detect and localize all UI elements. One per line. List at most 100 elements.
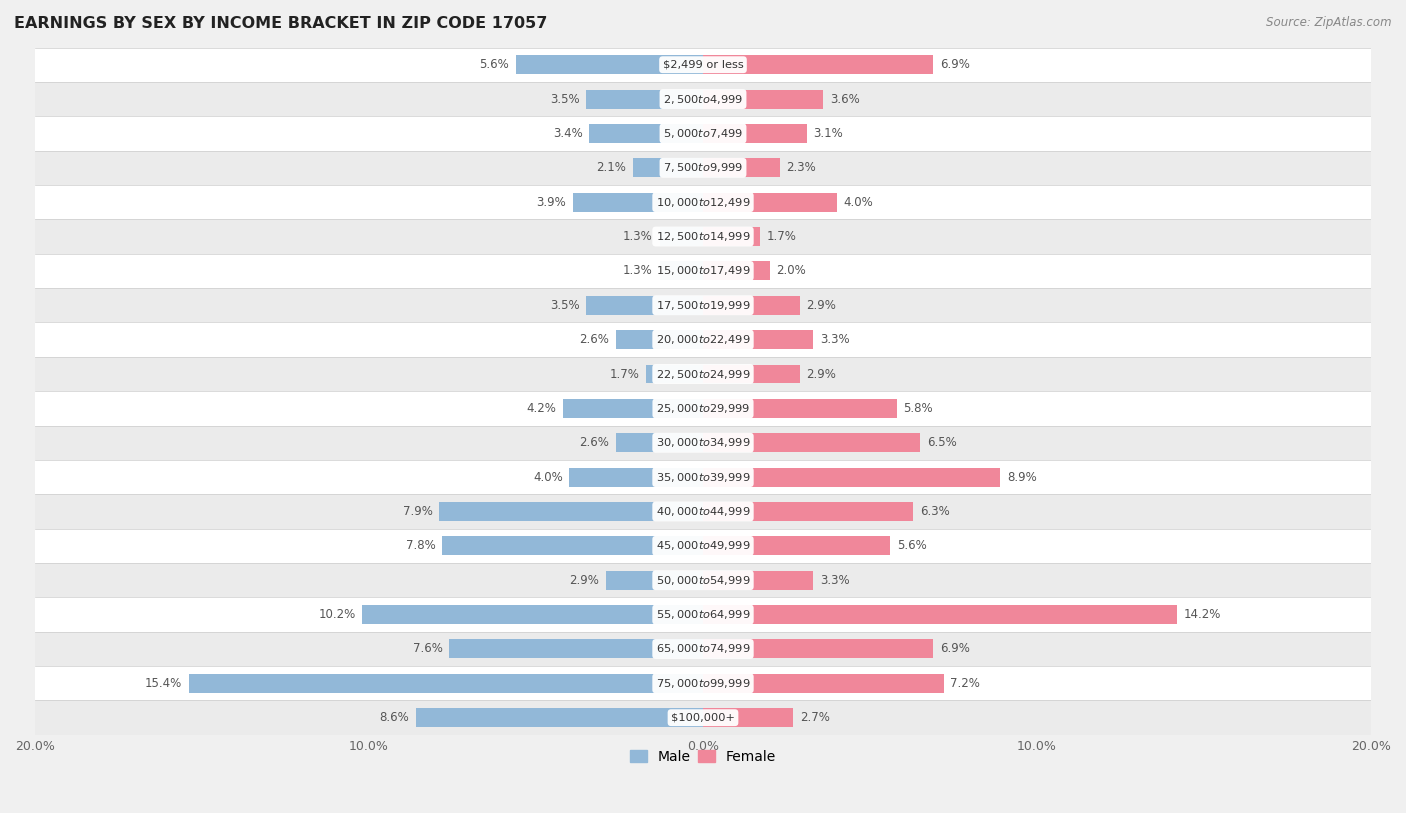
Text: $2,499 or less: $2,499 or less	[662, 59, 744, 70]
Bar	[35, 391, 1371, 425]
Bar	[703, 159, 780, 177]
Bar	[703, 296, 800, 315]
Text: 5.8%: 5.8%	[904, 402, 934, 415]
Bar	[703, 674, 943, 693]
Text: 14.2%: 14.2%	[1184, 608, 1222, 621]
Text: 6.9%: 6.9%	[941, 59, 970, 72]
Bar	[659, 227, 703, 246]
Bar	[572, 193, 703, 211]
Text: 1.7%: 1.7%	[610, 367, 640, 380]
Text: 6.3%: 6.3%	[920, 505, 950, 518]
Bar	[35, 323, 1371, 357]
Bar	[606, 571, 703, 589]
Text: 2.6%: 2.6%	[579, 437, 609, 450]
Text: $2,500 to $4,999: $2,500 to $4,999	[664, 93, 742, 106]
Bar	[703, 399, 897, 418]
Text: EARNINGS BY SEX BY INCOME BRACKET IN ZIP CODE 17057: EARNINGS BY SEX BY INCOME BRACKET IN ZIP…	[14, 16, 547, 31]
Bar	[35, 425, 1371, 460]
Text: 5.6%: 5.6%	[479, 59, 509, 72]
Text: $22,500 to $24,999: $22,500 to $24,999	[655, 367, 751, 380]
Text: 1.3%: 1.3%	[623, 230, 652, 243]
Text: $12,500 to $14,999: $12,500 to $14,999	[655, 230, 751, 243]
Legend: Male, Female: Male, Female	[624, 744, 782, 769]
Text: 6.5%: 6.5%	[927, 437, 956, 450]
Text: 3.5%: 3.5%	[550, 93, 579, 106]
Bar	[35, 528, 1371, 563]
Bar	[35, 563, 1371, 598]
Text: 4.2%: 4.2%	[526, 402, 555, 415]
Bar	[703, 193, 837, 211]
Bar	[449, 640, 703, 659]
Bar	[703, 364, 800, 384]
Text: 4.0%: 4.0%	[533, 471, 562, 484]
Bar	[569, 467, 703, 486]
Text: $15,000 to $17,499: $15,000 to $17,499	[655, 264, 751, 277]
Text: Source: ZipAtlas.com: Source: ZipAtlas.com	[1267, 16, 1392, 29]
Text: 3.3%: 3.3%	[820, 333, 849, 346]
Text: $17,500 to $19,999: $17,500 to $19,999	[655, 298, 751, 311]
Bar	[703, 227, 759, 246]
Text: $30,000 to $34,999: $30,000 to $34,999	[655, 437, 751, 450]
Text: 2.9%: 2.9%	[807, 367, 837, 380]
Text: 7.2%: 7.2%	[950, 676, 980, 689]
Bar	[703, 502, 914, 521]
Bar	[35, 701, 1371, 735]
Bar	[439, 502, 703, 521]
Bar	[703, 708, 793, 727]
Text: 7.9%: 7.9%	[402, 505, 433, 518]
Text: 3.3%: 3.3%	[820, 574, 849, 587]
Text: $65,000 to $74,999: $65,000 to $74,999	[655, 642, 751, 655]
Bar	[703, 605, 1177, 624]
Text: 5.6%: 5.6%	[897, 539, 927, 552]
Text: 6.9%: 6.9%	[941, 642, 970, 655]
Text: $7,500 to $9,999: $7,500 to $9,999	[664, 161, 742, 174]
Bar	[586, 89, 703, 108]
Text: $55,000 to $64,999: $55,000 to $64,999	[655, 608, 751, 621]
Bar	[703, 330, 813, 349]
Bar	[633, 159, 703, 177]
Bar	[703, 89, 824, 108]
Bar	[659, 262, 703, 280]
Text: 2.0%: 2.0%	[776, 264, 806, 277]
Text: 1.7%: 1.7%	[766, 230, 796, 243]
Bar	[703, 262, 770, 280]
Text: $25,000 to $29,999: $25,000 to $29,999	[655, 402, 751, 415]
Bar	[35, 460, 1371, 494]
Bar	[443, 537, 703, 555]
Bar	[35, 288, 1371, 323]
Bar	[647, 364, 703, 384]
Text: 3.6%: 3.6%	[830, 93, 859, 106]
Bar	[35, 150, 1371, 185]
Text: $45,000 to $49,999: $45,000 to $49,999	[655, 539, 751, 552]
Bar	[586, 296, 703, 315]
Text: 4.0%: 4.0%	[844, 196, 873, 209]
Text: 8.9%: 8.9%	[1007, 471, 1036, 484]
Text: $5,000 to $7,499: $5,000 to $7,499	[664, 127, 742, 140]
Bar	[703, 55, 934, 74]
Text: 3.1%: 3.1%	[813, 127, 844, 140]
Bar	[589, 124, 703, 143]
Text: $35,000 to $39,999: $35,000 to $39,999	[655, 471, 751, 484]
Bar	[188, 674, 703, 693]
Text: 15.4%: 15.4%	[145, 676, 181, 689]
Bar	[35, 47, 1371, 82]
Bar	[35, 82, 1371, 116]
Text: 7.8%: 7.8%	[406, 539, 436, 552]
Text: $20,000 to $22,499: $20,000 to $22,499	[655, 333, 751, 346]
Bar	[35, 254, 1371, 288]
Bar	[35, 116, 1371, 150]
Text: 3.9%: 3.9%	[536, 196, 567, 209]
Text: $40,000 to $44,999: $40,000 to $44,999	[655, 505, 751, 518]
Bar	[703, 124, 807, 143]
Bar	[562, 399, 703, 418]
Bar	[35, 494, 1371, 528]
Bar	[35, 598, 1371, 632]
Text: 2.6%: 2.6%	[579, 333, 609, 346]
Bar	[35, 185, 1371, 220]
Bar	[35, 357, 1371, 391]
Text: 3.5%: 3.5%	[550, 298, 579, 311]
Text: 3.4%: 3.4%	[553, 127, 582, 140]
Bar	[516, 55, 703, 74]
Text: 2.1%: 2.1%	[596, 161, 626, 174]
Bar	[35, 220, 1371, 254]
